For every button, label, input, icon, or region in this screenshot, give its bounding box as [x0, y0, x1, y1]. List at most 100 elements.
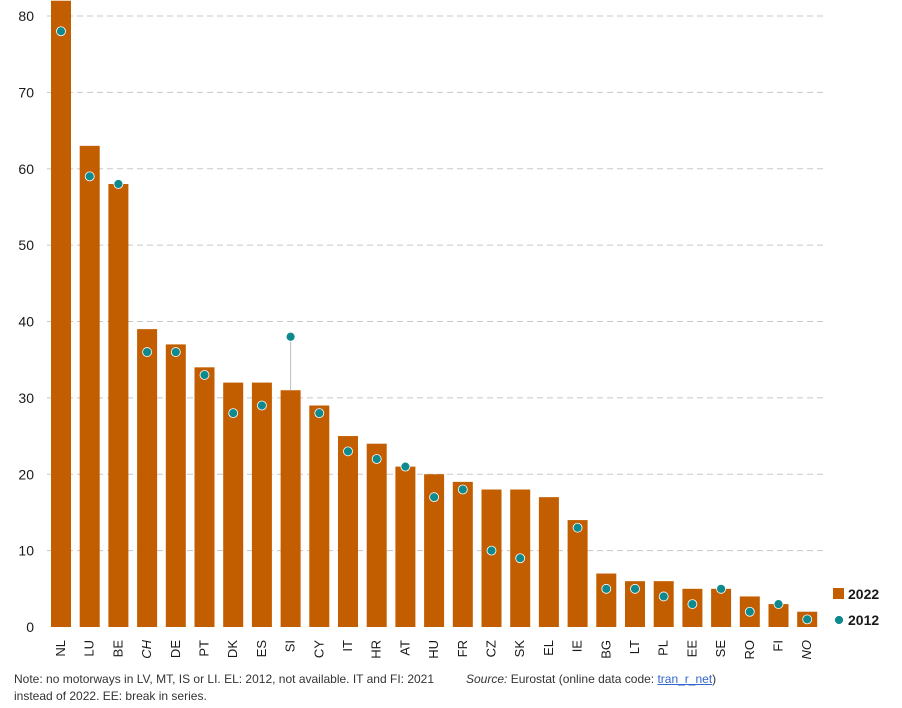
x-tick-label-DK: DK — [225, 640, 240, 658]
y-tick-label-10: 10 — [18, 543, 34, 559]
bar-CZ — [481, 489, 502, 627]
bar-BG — [596, 573, 617, 627]
y-tick-label-30: 30 — [18, 390, 34, 406]
x-tick-label-EL: EL — [541, 640, 556, 656]
source-label: Source: — [466, 672, 508, 686]
bar-AT — [395, 466, 416, 627]
dot-BE — [113, 179, 124, 189]
x-tick-label-NO: NO — [799, 640, 814, 660]
dot-SI — [285, 331, 296, 342]
bar-SE — [711, 588, 732, 627]
dots-2012 — [56, 26, 813, 625]
source-end: ) — [712, 672, 717, 686]
bar-IT — [338, 436, 358, 627]
source-code-link[interactable]: tran_r_net — [657, 672, 713, 686]
y-tick-label-40: 40 — [18, 314, 34, 330]
y-axis: 0 10 20 30 40 50 60 70 80 — [18, 8, 34, 635]
dot-CZ — [486, 545, 497, 556]
dot-LT — [630, 583, 640, 594]
dot-RO — [744, 606, 755, 617]
bar-DE — [165, 344, 186, 627]
bar-CY — [309, 405, 330, 627]
dot-HR — [371, 454, 382, 464]
x-tick-label-ES: ES — [254, 640, 269, 658]
y-tick-label-20: 20 — [18, 466, 34, 482]
x-tick-label-HU: HU — [426, 640, 441, 659]
bar-chart: 0 10 20 30 40 50 60 70 80 NL LU BE CH DE PT DK ES SI CY IT… — [18, 0, 879, 660]
dot-DE — [170, 347, 181, 357]
bar-FR — [452, 481, 473, 627]
bar-BE — [108, 184, 129, 627]
x-tick-label-PL: PL — [656, 640, 671, 656]
dot-NL — [56, 26, 66, 37]
x-tick-label-LU: LU — [82, 640, 97, 657]
legend: 2022 2012 — [833, 586, 879, 628]
dot-PL — [658, 591, 669, 602]
legend-label-2022: 2022 — [848, 586, 879, 602]
x-tick-label-BE: BE — [110, 640, 125, 658]
dot-BG — [601, 583, 612, 594]
bar-ES — [251, 382, 272, 627]
x-tick-label-NL: NL — [53, 640, 68, 657]
y-tick-label-80: 80 — [18, 8, 34, 24]
dot-CY — [314, 408, 325, 419]
x-tick-label-LT: LT — [627, 640, 642, 654]
bar-DK — [223, 382, 244, 627]
x-tick-label-IT: IT — [340, 640, 355, 652]
legend-label-2012: 2012 — [848, 612, 879, 628]
bar-HU — [424, 474, 445, 627]
dot-PT — [199, 370, 210, 380]
source-line: Source: Eurostat (online data code: tran… — [466, 671, 716, 688]
dot-DK — [228, 408, 239, 419]
bar-IE — [567, 520, 588, 627]
x-tick-label-AT: AT — [397, 640, 412, 656]
x-tick-label-SI: SI — [283, 640, 298, 652]
y-tick-label-50: 50 — [18, 237, 34, 253]
x-tick-label-SK: SK — [512, 640, 527, 658]
gridlines — [47, 15, 826, 552]
dot-FI — [773, 599, 784, 609]
x-tick-label-DE: DE — [168, 640, 183, 658]
bar-FI — [768, 604, 789, 627]
bars-2022 — [51, 0, 818, 628]
dot-NO — [802, 614, 813, 625]
dot-SK — [515, 553, 526, 564]
bar-LT — [625, 581, 645, 627]
dot-EE — [687, 599, 698, 609]
x-tick-label-CY: CY — [311, 640, 326, 658]
x-tick-label-FR: FR — [455, 640, 470, 657]
source-text: Eurostat (online data code: — [507, 672, 658, 686]
dot-SE — [716, 583, 726, 594]
dot-ES — [256, 400, 267, 411]
bar-LU — [79, 145, 100, 627]
bar-SI — [280, 390, 301, 627]
bar-NL — [51, 0, 71, 628]
legend-swatch-2022 — [833, 588, 844, 599]
x-tick-label-CZ: CZ — [484, 640, 499, 657]
y-tick-label-60: 60 — [18, 161, 34, 177]
bar-CH — [137, 329, 158, 627]
dot-LU — [84, 171, 95, 182]
bar-PT — [194, 367, 215, 627]
dot-HU — [429, 492, 440, 503]
x-tick-label-BG: BG — [598, 640, 613, 659]
bar-HR — [366, 443, 387, 627]
bar-EL — [538, 497, 559, 627]
y-tick-label-70: 70 — [18, 84, 34, 100]
dot-IT — [343, 446, 353, 457]
x-tick-label-CH: CH — [139, 639, 154, 658]
x-tick-label-RO: RO — [742, 640, 757, 660]
x-tick-label-PT: PT — [197, 640, 212, 657]
x-tick-label-IE: IE — [570, 640, 585, 653]
footnote: Note: no motorways in LV, MT, IS or LI. … — [14, 672, 435, 703]
x-axis: NL LU BE CH DE PT DK ES SI CY IT HR AT HU FR CZ SK EL IE BG… — [53, 639, 814, 659]
x-tick-label-HR: HR — [369, 640, 384, 659]
y-tick-label-0: 0 — [26, 619, 34, 635]
x-tick-label-FI: FI — [771, 640, 786, 652]
x-tick-label-EE: EE — [684, 640, 699, 658]
dot-AT — [400, 461, 411, 472]
bar-PL — [653, 581, 674, 627]
x-tick-label-SE: SE — [713, 640, 728, 658]
legend-swatch-2012 — [834, 615, 844, 625]
dot-IE — [572, 522, 583, 533]
